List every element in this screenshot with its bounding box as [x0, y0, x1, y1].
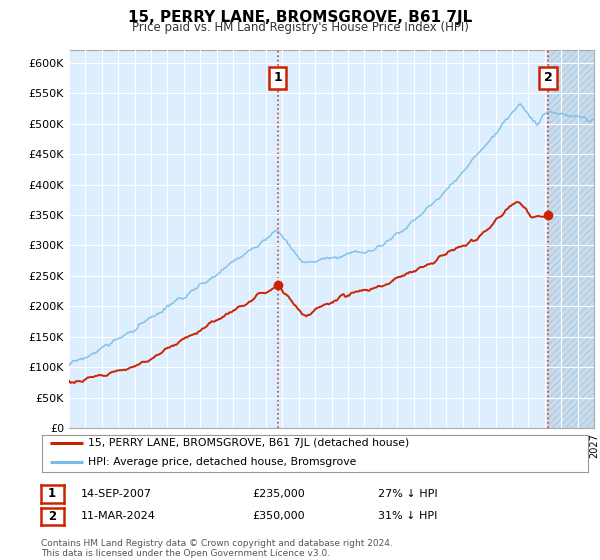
Text: 2: 2 [48, 510, 56, 523]
Text: 27% ↓ HPI: 27% ↓ HPI [378, 489, 437, 499]
Text: 1: 1 [48, 487, 56, 501]
Text: £350,000: £350,000 [252, 511, 305, 521]
Text: HPI: Average price, detached house, Bromsgrove: HPI: Average price, detached house, Brom… [88, 458, 357, 468]
Text: 15, PERRY LANE, BROMSGROVE, B61 7JL: 15, PERRY LANE, BROMSGROVE, B61 7JL [128, 10, 472, 25]
Text: £235,000: £235,000 [252, 489, 305, 499]
Text: 11-MAR-2024: 11-MAR-2024 [81, 511, 156, 521]
Text: Contains HM Land Registry data © Crown copyright and database right 2024.
This d: Contains HM Land Registry data © Crown c… [41, 539, 392, 558]
Text: Price paid vs. HM Land Registry's House Price Index (HPI): Price paid vs. HM Land Registry's House … [131, 21, 469, 34]
Text: 2: 2 [544, 71, 553, 85]
Text: 31% ↓ HPI: 31% ↓ HPI [378, 511, 437, 521]
Text: 15, PERRY LANE, BROMSGROVE, B61 7JL (detached house): 15, PERRY LANE, BROMSGROVE, B61 7JL (det… [88, 438, 410, 448]
Text: 14-SEP-2007: 14-SEP-2007 [81, 489, 152, 499]
Polygon shape [548, 50, 594, 428]
Text: 1: 1 [273, 71, 282, 85]
